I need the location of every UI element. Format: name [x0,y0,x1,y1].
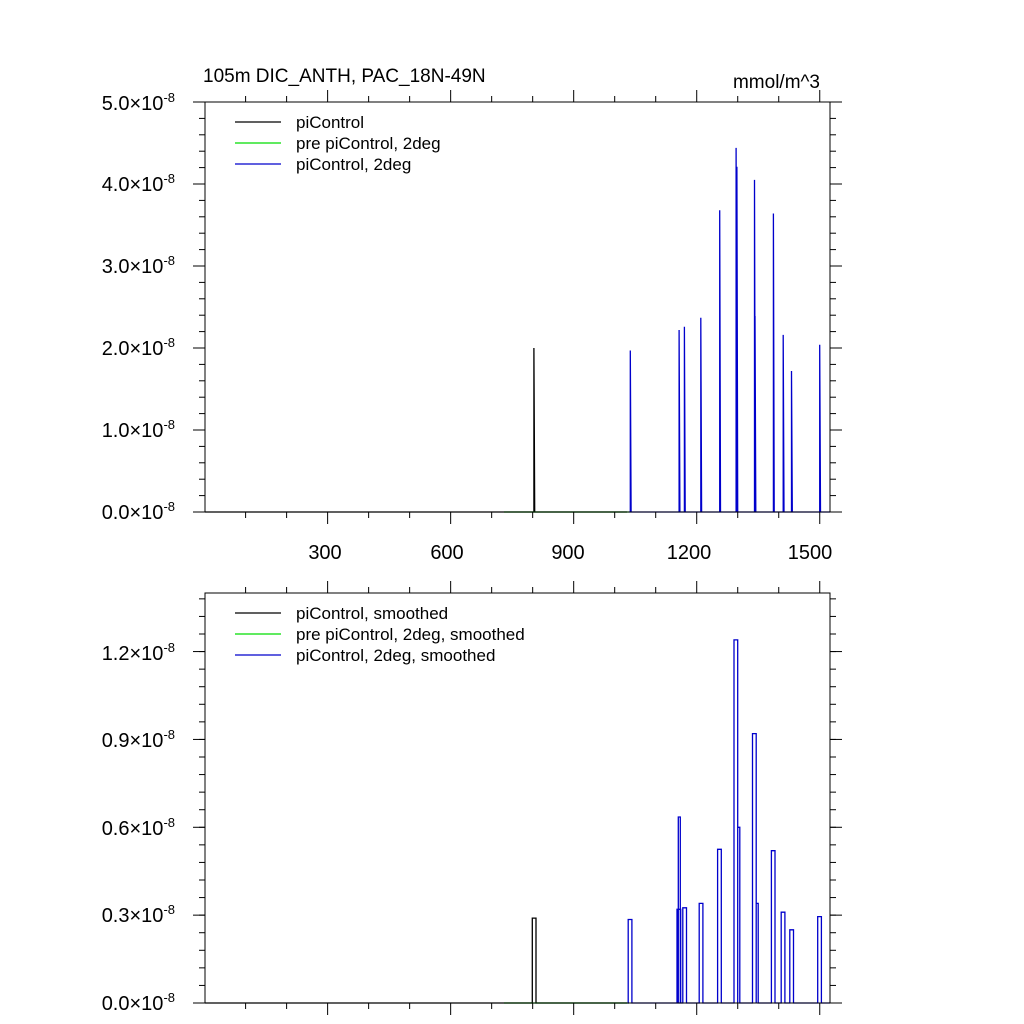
series-line-bottom-0 [205,917,627,1004]
y-tick-label-5: 5.0×10-8 [102,90,175,115]
panel-top-plot-area [205,147,830,513]
series-line-bottom-2 [627,639,830,1004]
y2-tick-label-0: 0.0×10-8 [102,990,175,1015]
y2-tick-label-4: 1.2×10-8 [102,640,175,665]
y2-tick-label-1: 0.3×10-8 [102,902,175,927]
panel-bottom-plot-area [205,639,830,1004]
legend-label-picontrol-2deg-smoothed: piControl, 2deg, smoothed [296,646,495,665]
panel-bottom-y-tick-labels: 0.0×10-8 0.3×10-8 0.6×10-8 0.9×10-8 1.2×… [102,640,175,1015]
y-tick-label-0: 0.0×10-8 [102,499,175,524]
panel-bottom-axes [193,581,842,1015]
legend-label-pre-picontrol-2deg: pre piControl, 2deg [296,134,441,153]
y-tick-label-4: 4.0×10-8 [102,171,175,196]
panel-top-y-tick-labels: 0.0×10-8 1.0×10-8 2.0×10-8 3.0×10-8 4.0×… [102,90,175,524]
y-tick-label-1: 1.0×10-8 [102,417,175,442]
legend-label-pre-picontrol-2deg-smoothed: pre piControl, 2deg, smoothed [296,625,525,644]
panel-top-units: mmol/m^3 [733,72,820,93]
series-line-top-2 [629,147,830,513]
legend-label-picontrol-2deg: piControl, 2deg [296,155,411,174]
plot-frame-top [204,101,831,513]
panel-top-title: 105m DIC_ANTH, PAC_18N-49N [203,66,486,87]
series-line-top-0 [205,347,627,513]
y2-tick-label-2: 0.6×10-8 [102,815,175,840]
x-tick-label-600: 600 [430,542,463,564]
legend-label-picontrol: piControl [296,113,364,132]
panel-top-x-tick-labels: 300 600 900 1200 1500 [308,542,832,564]
x-tick-label-1200: 1200 [667,542,712,564]
plot-frame-bottom [204,592,831,1004]
y-tick-label-3: 3.0×10-8 [102,253,175,278]
panel-bottom-legend: piControl, smoothed pre piControl, 2deg,… [235,604,525,665]
panel-bottom: piControl, smoothed pre piControl, 2deg,… [102,581,842,1015]
x-tick-label-300: 300 [308,542,341,564]
x-tick-label-1500: 1500 [788,542,833,564]
panel-top-legend: piControl pre piControl, 2deg piControl,… [235,113,441,174]
y-tick-label-2: 2.0×10-8 [102,335,175,360]
panel-top-axes [193,90,842,524]
x-tick-label-900: 900 [551,542,584,564]
y2-tick-label-3: 0.9×10-8 [102,727,175,752]
panel-top: 105m DIC_ANTH, PAC_18N-49N mmol/m^3 piCo… [102,66,842,564]
legend-label-picontrol-smoothed: piControl, smoothed [296,604,448,623]
